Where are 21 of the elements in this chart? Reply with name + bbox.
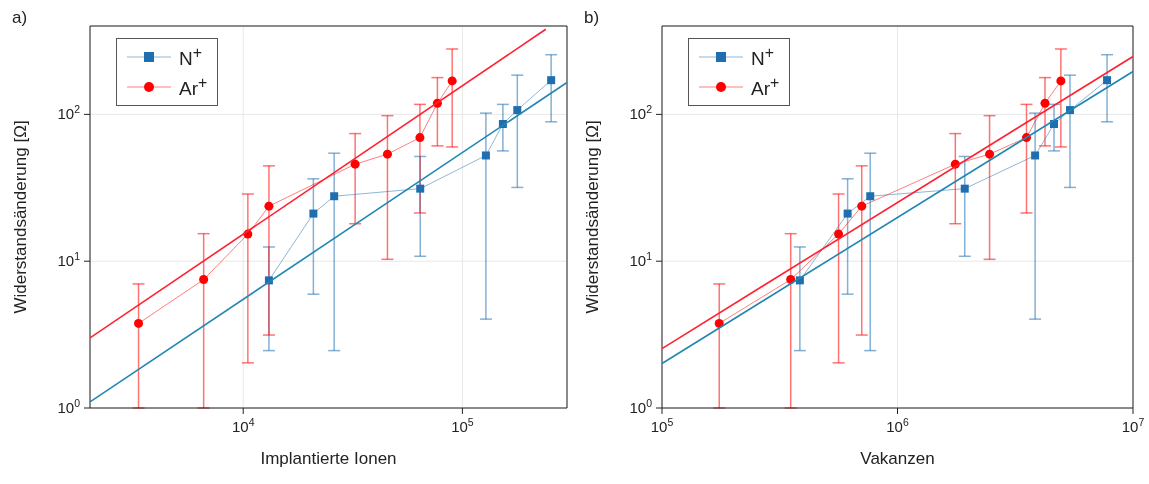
y-axis-title: Widerstandsänderung [Ω] [583,120,603,314]
legend-label: N$^{+}$ [751,43,774,70]
x-axis-title: Vakanzen [860,449,935,468]
legend-label: Ar$^{+}$ [751,73,780,100]
x-tick-label: 10$^{4}$ [231,416,255,435]
y-tick-label: 10$^{1}$ [57,250,81,270]
y-tick-label: 10$^{1}$ [629,250,653,270]
y-tick-label: 10$^{0}$ [629,397,653,416]
y-axis-title: Widerstandsänderung [Ω] [11,120,31,314]
chart-title: a) [12,8,28,27]
y-tick-label: 10$^{0}$ [57,397,81,416]
legend-label: Ar$^{+}$ [179,73,208,100]
chart-title: b) [584,8,600,27]
y-tick-label: 10$^{2}$ [629,103,653,123]
x-tick-label: 10$^{5}$ [650,416,674,435]
x-tick-label: 10$^{6}$ [886,416,909,435]
x-tick-label: 10$^{5}$ [451,416,474,435]
y-tick-label: 10$^{2}$ [57,103,81,123]
x-tick-label: 10$^{7}$ [1121,416,1145,435]
legend-label: N$^{+}$ [179,43,202,70]
x-axis-title: Implantierte Ionen [260,449,397,468]
